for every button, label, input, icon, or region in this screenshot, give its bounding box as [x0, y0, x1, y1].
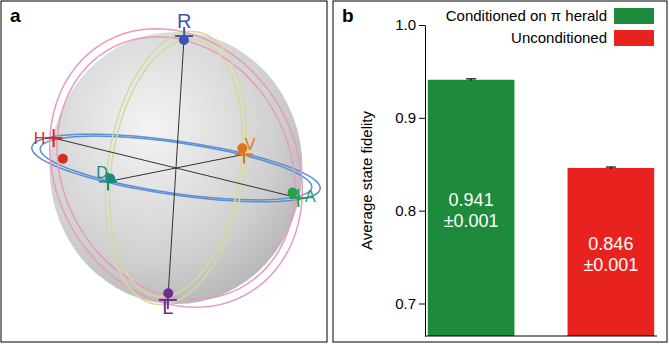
error-label: ±0.001	[444, 211, 499, 231]
y-tick: 0.9	[395, 109, 425, 126]
error-cap	[466, 78, 476, 79]
legend-swatch	[614, 30, 654, 46]
trajectory-equator	[32, 134, 320, 202]
axis-end-marker	[297, 189, 299, 207]
sphere	[50, 32, 303, 304]
state-label: H	[34, 130, 46, 147]
y-axis-title: Average state fidelity	[358, 111, 375, 250]
panel-letter: a	[10, 5, 21, 26]
trajectory-ha	[57, 37, 295, 299]
y-axis: 0.7 0.8 0.9 1.0	[395, 16, 425, 336]
y-tick-mark	[419, 118, 425, 119]
y-tick-mark	[419, 25, 425, 26]
bar	[428, 80, 515, 336]
state-point	[58, 154, 68, 164]
y-tick-mark	[419, 304, 425, 305]
state-label: V	[245, 136, 256, 153]
marks	[428, 79, 654, 336]
sphere-axis	[108, 154, 244, 181]
y-tick: 0.7	[395, 295, 425, 312]
y-tick-label: 0.8	[395, 202, 416, 219]
trajectory-equator	[40, 136, 312, 200]
trajectory-ha	[50, 29, 303, 308]
y-tick: 1.0	[395, 16, 425, 33]
bar	[568, 168, 655, 336]
y-axis-line	[425, 26, 426, 337]
panel-frame-b	[333, 1, 667, 342]
state-point	[288, 187, 298, 197]
figure: RLHVDAa0.941±0.0010.846±0.0010.70.80.91.…	[0, 0, 669, 344]
state-label: L	[162, 296, 173, 318]
panel-frame-a	[1, 1, 327, 342]
error-cap	[606, 166, 616, 167]
data-label: 0.846	[588, 234, 633, 254]
legend-swatch	[614, 8, 654, 24]
state-label: D	[96, 164, 108, 181]
state-label: A	[305, 188, 316, 205]
legend: Conditioned on π herald Unconditioned	[446, 7, 654, 46]
bloch-sphere: R L H V D A	[32, 10, 320, 318]
state-point	[179, 35, 189, 45]
y-tick-label: 0.7	[395, 295, 416, 312]
data-label: 0.941	[449, 190, 494, 210]
legend-label: Unconditioned	[511, 29, 607, 46]
axis-end-marker	[53, 129, 55, 147]
y-tick-label: 1.0	[395, 16, 416, 33]
y-tick-label: 0.9	[395, 109, 416, 126]
legend-label: Conditioned on π herald	[446, 7, 607, 24]
panel-letter: b	[342, 5, 354, 26]
y-tick: 0.8	[395, 202, 425, 219]
error-label: ±0.001	[583, 255, 638, 275]
trajectory-dv	[105, 31, 246, 304]
sphere-axis	[54, 138, 299, 198]
bar-chart: 0.941±0.0010.846±0.0010.70.80.91.0Averag…	[358, 7, 657, 337]
x-axis-line	[425, 336, 657, 337]
state-label: R	[177, 10, 191, 32]
y-tick-mark	[419, 211, 425, 212]
data-labels: 0.941±0.0010.846±0.001	[444, 190, 639, 275]
